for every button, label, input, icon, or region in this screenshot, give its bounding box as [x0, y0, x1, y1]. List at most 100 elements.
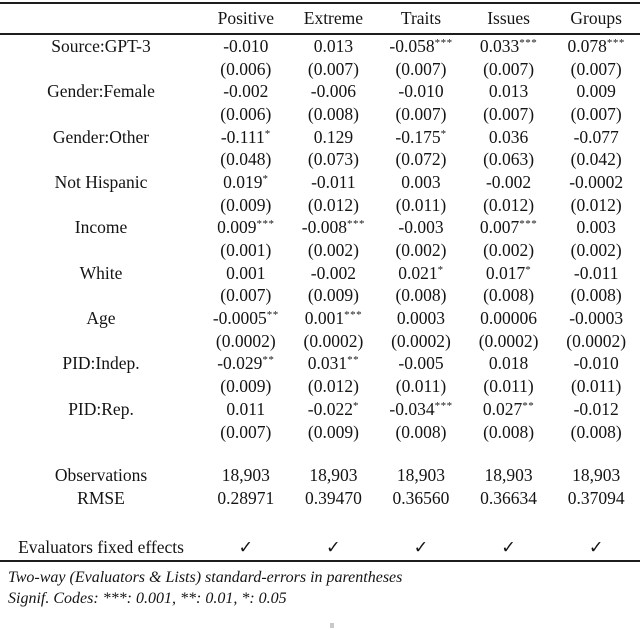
estimate-cell: 0.009	[576, 81, 616, 102]
statistic-cell: 0.36560	[392, 487, 450, 508]
std-error-row: (0.009) (0.012) (0.011) (0.011) (0.011)	[0, 375, 640, 398]
estimate-cell: 0.013	[313, 35, 354, 56]
std-error-cell: (0.002)	[570, 240, 622, 261]
std-error-cell: (0.007)	[220, 285, 272, 306]
std-error-cell: (0.007)	[395, 58, 447, 79]
row-label: Observations	[54, 465, 148, 486]
estimate-cell: -0.008***	[301, 217, 365, 238]
spacer-row	[0, 510, 640, 536]
estimate-cell: -0.0002	[569, 171, 624, 192]
coefficient-row: Gender:Other -0.111* 0.129 -0.175* 0.036 -0.0…	[0, 126, 640, 149]
significance-stars: ***	[344, 309, 363, 322]
std-error-row: (0.001) (0.002) (0.002) (0.002) (0.002)	[0, 239, 640, 262]
table-notes: Two-way (Evaluators & Lists) standard-er…	[0, 567, 640, 609]
estimate-cell: -0.0003	[569, 308, 624, 329]
statistic-cell: 0.39470	[304, 487, 362, 508]
regression-table: Positive Extreme Traits Issues Groups Source…	[0, 2, 640, 562]
estimate-cell: -0.005	[398, 353, 444, 374]
std-error-cell: (0.008)	[395, 421, 447, 442]
estimate-cell: 0.011	[226, 398, 266, 419]
std-error-cell: (0.011)	[570, 376, 622, 397]
std-error-row: (0.009) (0.012) (0.011) (0.012) (0.012)	[0, 194, 640, 217]
table-header: Positive Extreme Traits Issues Groups	[0, 3, 640, 35]
std-error-cell: (0.006)	[220, 58, 272, 79]
coefficient-row: Age -0.0005** 0.001*** 0.0003 0.00006 -0.0003	[0, 307, 640, 330]
estimate-cell: 0.0003	[396, 308, 446, 329]
estimate-cell: -0.002	[223, 81, 269, 102]
std-error-cell: (0.0002)	[391, 330, 451, 351]
estimate-cell: -0.034***	[389, 398, 453, 419]
significance-stars: *	[440, 127, 447, 140]
row-label: Not Hispanic	[54, 171, 148, 192]
coefficient-row: PID:Indep. -0.029** 0.031** -0.005 0.018 -0.0…	[0, 353, 640, 376]
significance-stars: *	[352, 399, 359, 412]
std-error-cell: (0.008)	[570, 421, 622, 442]
estimate-cell: 0.036	[488, 126, 529, 147]
std-error-cell: (0.011)	[483, 376, 534, 397]
statistic-cell: 18,903	[484, 465, 533, 486]
std-error-cell: (0.008)	[307, 103, 359, 124]
significance-stars: *	[437, 263, 444, 276]
statistic-cell: 18,903	[396, 465, 446, 486]
column-header-positive: Positive	[202, 3, 290, 35]
std-error-cell: (0.012)	[307, 376, 359, 397]
estimate-cell: 0.129	[313, 126, 354, 147]
std-error-cell: (0.008)	[483, 285, 535, 306]
estimate-cell: -0.077	[573, 126, 619, 147]
estimate-cell: -0.003	[398, 217, 444, 238]
std-error-cell: (0.008)	[570, 285, 622, 306]
significance-stars: *	[264, 127, 271, 140]
std-error-cell: (0.009)	[307, 285, 359, 306]
estimate-cell: 0.031**	[307, 353, 360, 374]
row-label-blank	[0, 285, 202, 308]
row-label: Gender:Female	[47, 81, 155, 102]
coefficient-row: Source:GPT-3 -0.010 0.013 -0.058*** 0.033***…	[0, 34, 640, 58]
std-error-cell: (0.007)	[220, 421, 272, 442]
estimate-cell: -0.011	[311, 171, 356, 192]
estimate-cell: 0.078***	[567, 35, 625, 56]
std-error-cell: (0.007)	[395, 103, 447, 124]
std-error-cell: (0.007)	[570, 103, 622, 124]
std-error-cell: (0.0002)	[303, 330, 364, 351]
std-error-cell: (0.011)	[395, 376, 447, 397]
estimate-cell: 0.018	[488, 353, 529, 374]
coefficient-row: White 0.001 -0.002 0.021* 0.017* -0.011	[0, 262, 640, 285]
estimate-cell: 0.027**	[482, 398, 535, 419]
estimate-cell: 0.021*	[398, 262, 444, 283]
statistic-cell: 0.28971	[217, 487, 275, 508]
significance-stars: ***	[434, 399, 453, 412]
estimate-cell: 0.033***	[479, 35, 538, 56]
estimate-cell: -0.022*	[307, 398, 359, 419]
spacer-cell	[0, 443, 640, 464]
estimate-cell: 0.009***	[217, 217, 275, 238]
estimate-cell: 0.00006	[480, 308, 538, 329]
std-error-cell: (0.002)	[307, 240, 359, 261]
estimate-cell: -0.002	[485, 171, 532, 192]
std-error-row: (0.0002) (0.0002) (0.0002) (0.0002) (0.0002)	[0, 330, 640, 353]
estimate-cell: 0.003	[401, 171, 441, 192]
spacer-row	[0, 443, 640, 464]
row-label-blank	[0, 58, 202, 81]
std-error-row: (0.007) (0.009) (0.008) (0.008) (0.008)	[0, 421, 640, 444]
statistic-cell: 18,903	[572, 465, 621, 486]
statistic-cell: 18,903	[221, 465, 270, 486]
row-label-blank	[0, 148, 202, 171]
std-error-cell: (0.008)	[483, 421, 535, 442]
std-error-cell: (0.063)	[483, 149, 535, 170]
estimate-cell: 0.003	[576, 217, 616, 238]
std-error-cell: (0.048)	[220, 149, 272, 170]
note-standard-errors: Two-way (Evaluators & Lists) standard-er…	[8, 568, 403, 586]
estimate-cell: -0.010	[223, 35, 269, 56]
significance-stars: **	[347, 354, 360, 367]
std-error-cell: (0.006)	[220, 103, 272, 124]
std-error-row: (0.006) (0.008) (0.007) (0.007) (0.007)	[0, 103, 640, 126]
row-label: Gender:Other	[52, 126, 150, 147]
std-error-cell: (0.073)	[307, 149, 359, 170]
estimate-cell: -0.011	[573, 262, 619, 283]
estimate-cell: -0.002	[310, 262, 356, 283]
std-error-cell: (0.0002)	[478, 330, 539, 351]
row-label: Source:GPT-3	[51, 35, 151, 56]
estimate-cell: -0.0005**	[212, 308, 279, 329]
coefficient-row: PID:Rep. 0.011 -0.022* -0.034*** 0.027** -0.0…	[0, 398, 640, 421]
